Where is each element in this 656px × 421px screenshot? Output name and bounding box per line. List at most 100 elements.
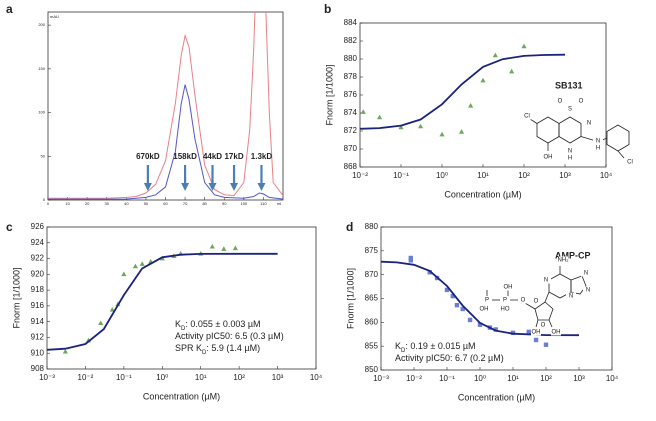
- y-tick-label: 868: [344, 162, 358, 171]
- panel-label: d: [346, 220, 353, 234]
- note: Activity pIC50: 6.7 (0.2 µM): [395, 353, 504, 363]
- atom-label: N: [587, 121, 591, 127]
- x-tick-label: 10³: [573, 374, 585, 383]
- point: [439, 131, 445, 137]
- note-part: : 0.055 ± 0.003 µM: [185, 319, 260, 329]
- y-tick-label: 870: [344, 144, 358, 153]
- atom-bg: [625, 158, 635, 166]
- x-tick-label: 10³: [559, 171, 571, 180]
- note: SPR KD: 5.9 (1.4 µM): [175, 343, 260, 355]
- x-tick-label: 10³: [272, 373, 284, 382]
- atom-label: NH₂: [558, 258, 570, 264]
- x-tick-label: 10²: [518, 171, 530, 180]
- note-part: K: [395, 341, 401, 351]
- point: [492, 52, 498, 58]
- atom-label: Cl: [627, 160, 633, 166]
- atom-bg: [566, 292, 576, 300]
- point: [62, 348, 68, 354]
- y-tick-label: 912: [31, 333, 45, 342]
- y-tick-label: 908: [31, 364, 45, 373]
- note: KD: 0.055 ± 0.003 µM: [175, 319, 261, 331]
- point: [427, 270, 432, 275]
- y-tick-label: 926: [31, 222, 45, 231]
- y-tick-label: 860: [365, 317, 379, 326]
- point: [480, 77, 486, 83]
- peak-label: 670kD: [136, 152, 160, 161]
- x-tick-label: 10¹: [195, 373, 207, 382]
- note-part: Activity pIC50: 6.5 (0.3 µM): [175, 331, 284, 341]
- atom-bg: [581, 269, 591, 277]
- point: [526, 329, 531, 335]
- plot-frame: [359, 22, 607, 168]
- point: [417, 123, 424, 129]
- point: [221, 246, 227, 251]
- x-tick-label: 10⁻²: [78, 373, 94, 382]
- y-tick-label: 914: [31, 317, 45, 326]
- atom-label: P: [503, 298, 507, 304]
- note-part: K: [175, 319, 181, 329]
- trace: [48, 84, 283, 200]
- x-axis-label: Concentration (µM): [143, 391, 220, 401]
- point: [521, 43, 527, 49]
- fit-curve: [380, 260, 580, 337]
- point: [450, 293, 456, 299]
- point: [132, 263, 139, 269]
- y-tick-label: 100: [38, 110, 45, 115]
- atom-bg: [584, 119, 594, 127]
- y-axis-label: Fnorm [1/1000]: [345, 268, 355, 329]
- y-tick-label: 880: [344, 54, 358, 63]
- point: [109, 307, 115, 312]
- x-tick-label: 10⁰: [474, 374, 486, 383]
- x-tick-label: 70: [183, 201, 188, 206]
- trace: [48, 12, 283, 199]
- point: [398, 124, 404, 130]
- atom-label: N: [569, 294, 573, 300]
- peak-label: 17kD: [224, 152, 243, 161]
- x-tick-label: 10⁻³: [39, 373, 55, 382]
- x-tick-label: 10: [65, 201, 70, 206]
- atom-bg: [565, 105, 575, 113]
- y-axis-label: Fnorm [1/1000]: [324, 64, 334, 125]
- y-tick-label: 880: [365, 222, 379, 231]
- note-part: : 5.9 (1.4 µM): [206, 343, 260, 353]
- compound-label: SB131: [555, 80, 583, 90]
- atom-label: P: [485, 298, 489, 304]
- x-tick-label: 10⁻²: [352, 171, 368, 180]
- atom-label: OH: [480, 307, 489, 313]
- x-tick-label: 100: [240, 201, 247, 206]
- y-tick-label: 0: [43, 197, 46, 202]
- arrow-head: [230, 183, 239, 191]
- note-part: : 0.19 ± 0.015 µM: [405, 341, 475, 351]
- point: [444, 287, 450, 293]
- atom-bg: [518, 296, 528, 304]
- atom-bg: [576, 97, 586, 105]
- panel-label: c: [6, 220, 13, 234]
- point: [209, 243, 215, 249]
- atom-label: Cl: [524, 114, 530, 120]
- atom-bg: [479, 305, 489, 313]
- point: [376, 114, 383, 120]
- atom-label: OH: [504, 285, 513, 291]
- y-tick-label: 865: [365, 294, 379, 303]
- plot-frame: [47, 11, 284, 201]
- atom-bg: [565, 154, 575, 162]
- atom-label: N: [544, 278, 548, 284]
- arrow-head: [208, 183, 217, 191]
- x-tick-label: 10⁴: [600, 171, 613, 180]
- atom-bg: [593, 144, 603, 152]
- x-axis-label: Concentration (µM): [444, 189, 521, 199]
- point: [139, 261, 145, 266]
- arrow-head: [181, 183, 190, 191]
- series-group: [48, 12, 283, 200]
- structure-b: [529, 116, 630, 159]
- atom-label: HO: [501, 307, 510, 313]
- atom-label: S: [568, 107, 572, 113]
- atom-bg: [538, 321, 548, 329]
- y-tick-label: 924: [31, 238, 45, 247]
- y-tick-label: 150: [38, 66, 45, 71]
- point: [454, 302, 460, 308]
- atom-bg: [583, 286, 593, 294]
- note: KD: 0.19 ± 0.015 µM: [395, 341, 476, 353]
- x-tick-label: 110: [260, 201, 267, 206]
